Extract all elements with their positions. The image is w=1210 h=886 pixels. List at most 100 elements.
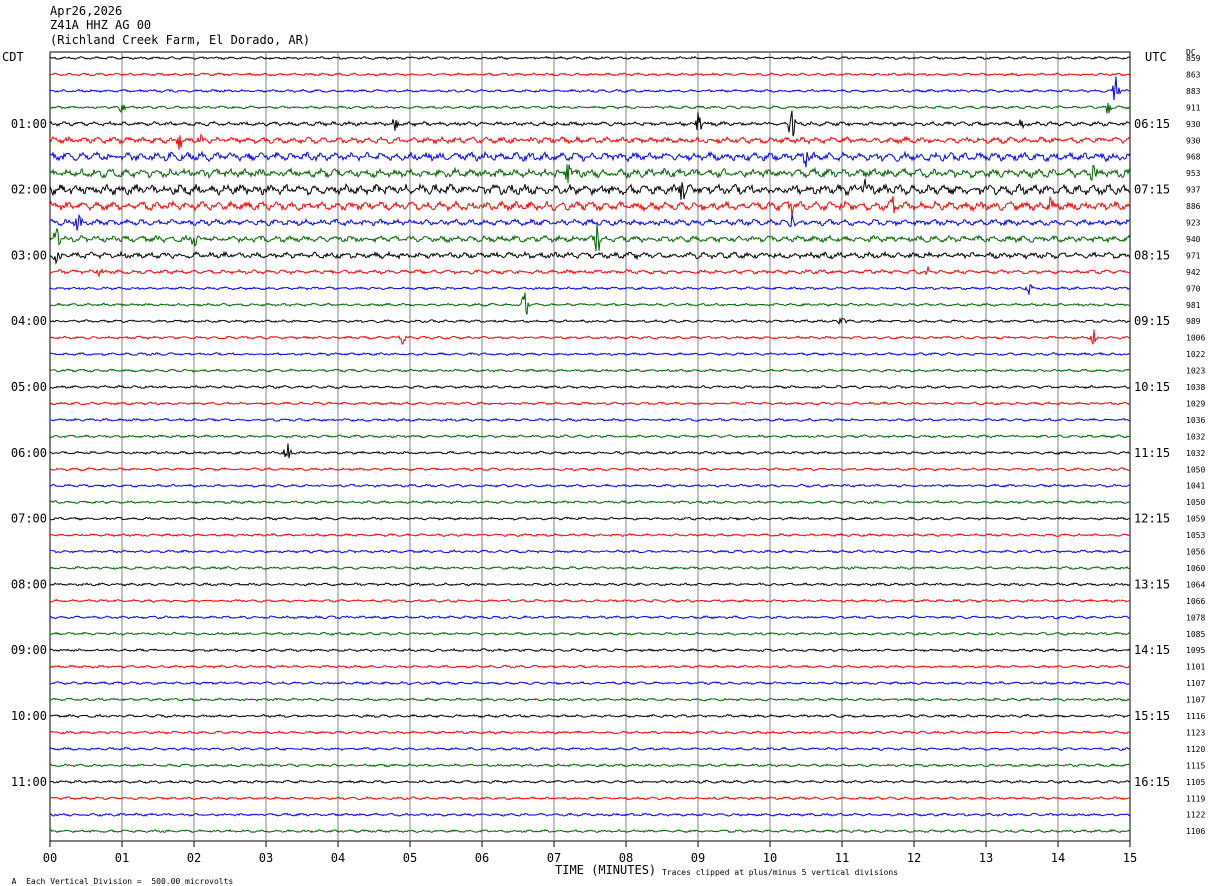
utc-hour-label: 08:15	[1134, 248, 1170, 262]
dc-offset-label: 1101	[1186, 663, 1205, 672]
division-note: A Each Vertical Division = 500.00 microv…	[2, 868, 234, 886]
dc-offset-label: 971	[1186, 251, 1201, 260]
utc-hour-label: 07:15	[1134, 183, 1170, 197]
cdt-hour-label: 05:00	[11, 380, 47, 394]
dc-offset-label: 970	[1186, 284, 1201, 293]
seismic-trace	[49, 697, 1131, 702]
seismic-trace	[49, 102, 1131, 114]
seismic-trace	[49, 565, 1131, 571]
utc-hour-label: 16:15	[1134, 775, 1170, 789]
seismic-trace	[49, 213, 1131, 231]
seismic-trace	[49, 499, 1131, 505]
x-tick-label: 01	[115, 851, 129, 865]
utc-hour-label: 10:15	[1134, 380, 1170, 394]
seismic-trace	[49, 417, 1131, 422]
dc-offset-label: 923	[1186, 219, 1201, 228]
utc-hour-label: 13:15	[1134, 577, 1170, 591]
seismic-trace	[49, 467, 1131, 472]
dc-offset-label: 1119	[1186, 794, 1205, 803]
utc-zone-label: UTC	[1145, 50, 1167, 64]
dc-offset-label: 1041	[1186, 482, 1205, 491]
x-tick-label: 13	[979, 851, 993, 865]
seismic-trace	[49, 110, 1131, 137]
seismic-trace	[49, 516, 1131, 521]
cdt-hour-label: 11:00	[11, 775, 47, 789]
cdt-hour-label: 06:00	[11, 446, 47, 460]
dc-offset-label: 1036	[1186, 416, 1205, 425]
dc-offset-label: 953	[1186, 169, 1201, 178]
utc-hour-label: 15:15	[1134, 709, 1170, 723]
seismic-trace	[49, 443, 1131, 459]
dc-offset-label: 1105	[1186, 778, 1205, 787]
seismic-trace	[49, 55, 1131, 61]
x-tick-label: 07	[547, 851, 561, 865]
dc-offset-label: 930	[1186, 120, 1201, 129]
grid-layer	[49, 51, 1131, 847]
x-tick-label: 11	[835, 851, 849, 865]
dc-offset-label: 1029	[1186, 399, 1205, 408]
seismic-trace	[49, 532, 1131, 538]
date-label: Apr26,2026	[50, 4, 123, 18]
dc-offset-label: 1032	[1186, 449, 1205, 458]
dc-offset-label: 942	[1186, 268, 1201, 277]
cdt-hour-label: 02:00	[11, 183, 47, 197]
dc-offset-label: 1059	[1186, 515, 1205, 524]
seismic-trace	[49, 664, 1131, 669]
dc-offset-label: 989	[1186, 317, 1201, 326]
trace-layer	[49, 55, 1131, 834]
dc-offset-label: 859	[1186, 54, 1201, 63]
x-tick-label: 08	[619, 851, 633, 865]
seismic-trace	[49, 795, 1131, 801]
dc-offset-label: 1056	[1186, 548, 1205, 557]
dc-offset-label: 930	[1186, 136, 1201, 145]
dc-offset-label: 1038	[1186, 383, 1205, 392]
seismic-trace	[49, 549, 1131, 554]
seismic-trace	[49, 713, 1131, 719]
dc-offset-label: 1106	[1186, 827, 1205, 836]
seismic-trace	[49, 178, 1131, 200]
dc-offset-label: 1085	[1186, 630, 1205, 639]
seismic-trace	[49, 828, 1131, 834]
x-tick-label: 14	[1051, 851, 1065, 865]
seismic-trace	[49, 582, 1131, 587]
seismic-trace	[49, 317, 1131, 326]
dc-offset-label: 883	[1186, 87, 1201, 96]
cdt-hour-label: 08:00	[11, 577, 47, 591]
utc-hour-label: 11:15	[1134, 446, 1170, 460]
seismic-trace	[49, 647, 1131, 653]
x-tick-label: 03	[259, 851, 273, 865]
cdt-hour-label: 03:00	[11, 248, 47, 262]
seismic-trace	[49, 266, 1131, 278]
seismic-trace	[49, 763, 1131, 768]
dc-offset-label: 1066	[1186, 597, 1205, 606]
cdt-hour-label: 09:00	[11, 643, 47, 657]
dc-column-title: DC	[1186, 48, 1196, 57]
dc-offset-label: 1120	[1186, 745, 1205, 754]
dc-offset-label: 1122	[1186, 811, 1205, 820]
clip-note: Traces clipped at plus/minus 5 vertical …	[662, 868, 899, 877]
dc-offset-label: 1022	[1186, 350, 1205, 359]
seismic-trace	[49, 598, 1131, 604]
seismic-trace	[49, 730, 1131, 735]
dc-offset-label: 1053	[1186, 531, 1205, 540]
utc-hour-label: 14:15	[1134, 643, 1170, 657]
dc-offset-label: 940	[1186, 235, 1201, 244]
corner-mark: A	[11, 877, 17, 886]
utc-hour-label: 12:15	[1134, 512, 1170, 526]
seismic-trace	[49, 250, 1131, 265]
seismic-trace	[49, 401, 1131, 406]
seismic-trace	[49, 615, 1131, 620]
seismic-trace	[49, 746, 1131, 752]
seismic-trace	[49, 76, 1131, 101]
dc-offset-label: 1064	[1186, 580, 1205, 589]
seismic-trace	[49, 680, 1131, 686]
seismic-trace	[49, 284, 1131, 295]
seismic-trace	[49, 384, 1131, 390]
x-tick-label: 05	[403, 851, 417, 865]
label-layer: 00 01 02 03 04 05 06 07 08 09 10 11 12 13 14 15 859 863 88…	[11, 54, 1206, 865]
cdt-zone-label: CDT	[2, 50, 24, 64]
x-tick-label: 04	[331, 851, 345, 865]
dc-offset-label: 968	[1186, 153, 1201, 162]
dc-offset-label: 911	[1186, 103, 1201, 112]
